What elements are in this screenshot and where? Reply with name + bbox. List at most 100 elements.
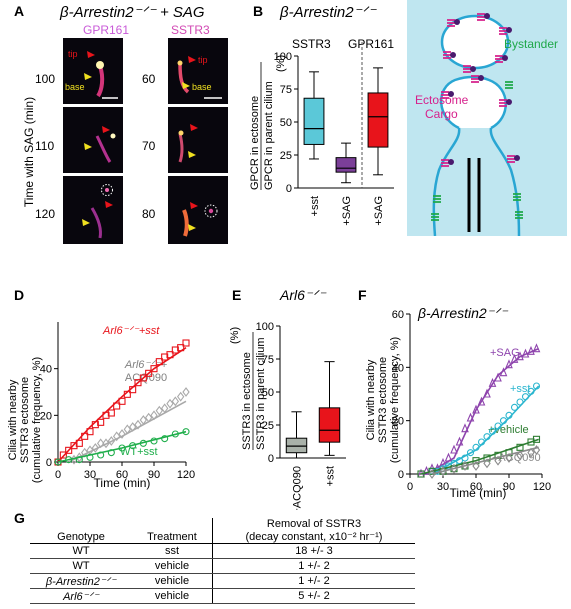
fit-line [57, 430, 187, 463]
y-tick-label: 25 [262, 420, 274, 432]
cell-treatment: sst [132, 543, 213, 559]
d-series-label-arl6-sst: Arl6⁻ᐟ⁻+sst [102, 325, 160, 337]
base-arrow-icon [84, 73, 92, 80]
data-point [527, 345, 535, 355]
panel-g-label: G [14, 510, 25, 526]
data-point [182, 339, 190, 347]
cell-treatment: vehicle [132, 573, 213, 589]
th-removal: Removal of SSTR3 (decay constant, x10⁻² … [212, 518, 415, 544]
cell-value: 1 +/- 2 [212, 573, 415, 589]
data-point [113, 402, 121, 410]
data-point [477, 396, 486, 406]
table-row: WT sst 18 +/- 3 [30, 543, 415, 559]
data-point [499, 367, 508, 377]
a-base-label: base [65, 82, 85, 92]
data-point [123, 424, 132, 435]
a-img-80 [168, 176, 228, 244]
y-tick-label: 100 [274, 51, 292, 63]
panel-a-gpr161-header: GPR161 [83, 23, 130, 37]
a-tip-label-2: tip [198, 55, 208, 65]
panel-e-title: Arl6⁻ᐟ⁻ [280, 287, 326, 303]
data-point [128, 422, 137, 432]
e-ylabel-1: SSTR3 in ectosome [241, 352, 253, 450]
y-tick-label: 20 [392, 416, 404, 428]
panel-a-sstr3-header: SSTR3 [171, 23, 210, 37]
data-point [65, 446, 73, 454]
data-point [75, 456, 83, 464]
data-point [472, 443, 480, 451]
category-label: +SAG [341, 196, 353, 226]
d-ylabel-2: SSTR3 ectosome [19, 377, 31, 463]
panel-d-chart: Cilia with nearby SSTR3 ectosome (cumula… [7, 322, 195, 490]
data-point [97, 418, 105, 426]
base-arrow-icon [188, 224, 196, 231]
data-point [107, 409, 115, 417]
panel-g-table-wrap: Genotype Treatment Removal of SSTR3 (dec… [30, 518, 415, 604]
panel-a-micrographs: 100 110 120 60 70 80 tip base [35, 38, 228, 244]
panel-a-label: A [14, 3, 25, 19]
data-point [118, 429, 126, 439]
data-point [422, 465, 431, 475]
data-point [516, 398, 524, 406]
a-img-110 [63, 107, 123, 173]
y-tick-label: 100 [256, 321, 274, 333]
data-point [483, 388, 491, 398]
data-point [144, 412, 153, 423]
data-point [54, 458, 62, 466]
data-point [532, 343, 541, 353]
base-arrow-icon [182, 82, 190, 89]
data-point [505, 453, 513, 463]
data-point [75, 452, 84, 463]
cell-genotype: Arl6⁻ᐟ⁻ [30, 588, 132, 604]
data-point [166, 398, 174, 409]
data-point [107, 449, 115, 457]
data-point [129, 442, 137, 450]
data-point [177, 344, 185, 352]
y-tick-label: 75 [280, 84, 292, 96]
data-point [171, 346, 179, 354]
x-tick-label: 30 [437, 481, 449, 493]
data-point [86, 453, 94, 461]
y-tick-label: 40 [40, 364, 52, 376]
data-point [461, 423, 469, 433]
panel-e-chart: SSTR3 in ectosome SSTR3 in parent cilium… [229, 321, 346, 510]
table-row: Arl6⁻ᐟ⁻ vehicle 5 +/- 2 [30, 588, 415, 604]
data-point [171, 396, 180, 407]
data-point [96, 438, 105, 449]
y-tick-label: 40 [392, 362, 404, 374]
box [367, 92, 389, 148]
b-ylabel-den: GPCR in parent cilium [263, 81, 275, 190]
bystander-receptors [431, 81, 523, 221]
y-tick-label: 0 [398, 469, 404, 481]
data-point [91, 421, 99, 429]
data-point [516, 450, 524, 461]
data-point [65, 456, 73, 464]
data-point [134, 379, 142, 387]
tip-arrow-icon [102, 126, 110, 133]
cell-treatment: vehicle [132, 558, 213, 574]
data-point [466, 449, 475, 457]
budding-ectosome [439, 75, 507, 130]
panel-b-title: β-Arrestin2⁻ᐟ⁻ [280, 4, 376, 21]
data-point [516, 351, 524, 361]
x-tick-label: 120 [533, 481, 551, 493]
panel-e-label: E [232, 287, 242, 303]
base-arrow-icon [188, 151, 196, 158]
a-time-80: 80 [142, 207, 156, 221]
table-header-row: Genotype Treatment Removal of SSTR3 (dec… [30, 518, 415, 544]
b-group-sstr3: SSTR3 [292, 37, 331, 51]
cell-value: 1 +/- 2 [212, 558, 415, 574]
box [335, 157, 357, 173]
data-point [510, 353, 519, 363]
data-point [439, 466, 447, 477]
data-point [521, 393, 530, 401]
data-point [91, 443, 100, 453]
x-tick-label: 60 [470, 481, 482, 493]
data-point [532, 435, 541, 443]
table-row: WT vehicle 1 +/- 2 [30, 558, 415, 574]
x-tick-label: 30 [84, 469, 96, 481]
data-point [134, 419, 142, 430]
data-point [171, 430, 179, 438]
x-tick-label: 90 [503, 481, 515, 493]
